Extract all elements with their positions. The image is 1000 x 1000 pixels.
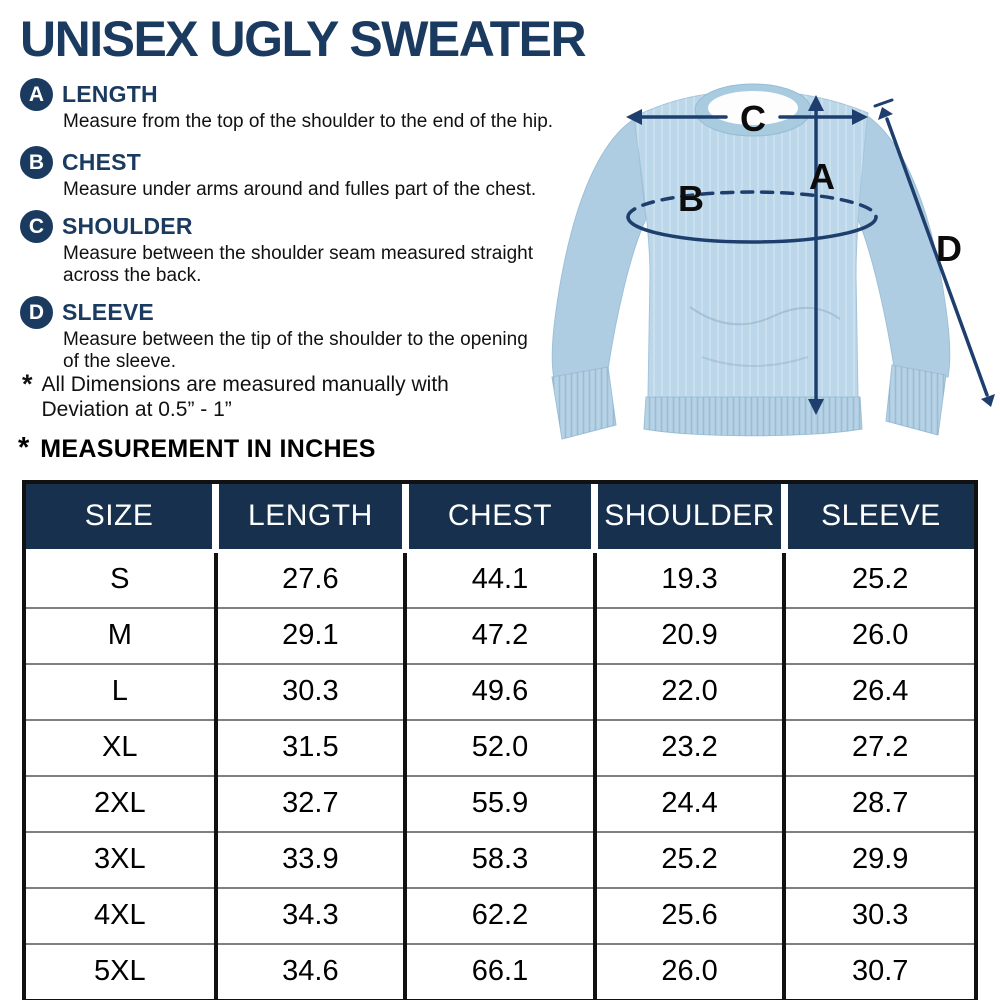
value-cell: 58.3	[403, 831, 595, 888]
value-cell: 25.2	[782, 550, 974, 608]
sweater-diagram: C A B D	[540, 55, 1000, 445]
value-cell: 24.4	[592, 775, 785, 832]
size-table-body: S 27.6 44.1 19.3 25.2 M 29.1 47.2 20.9 26.0 L 30.3 4…	[26, 550, 974, 999]
column-header-size: SIZE	[26, 484, 216, 553]
size-cell: 5XL	[26, 943, 216, 999]
measurement-def-chest: B CHEST Measure under arms around and full…	[20, 146, 565, 201]
value-cell: 34.3	[213, 887, 406, 944]
value-cell: 25.6	[592, 887, 785, 944]
value-cell: 34.6	[213, 943, 406, 999]
value-cell: 44.1	[403, 550, 595, 608]
size-cell: 3XL	[26, 831, 216, 888]
value-cell: 19.3	[592, 550, 785, 608]
asterisk: *	[22, 369, 33, 399]
value-cell: 23.2	[592, 719, 785, 776]
value-cell: 22.0	[592, 663, 785, 720]
value-cell: 26.0	[782, 607, 974, 664]
value-cell: 30.3	[213, 663, 406, 720]
letter-badge: B	[20, 146, 53, 179]
value-cell: 66.1	[403, 943, 595, 999]
size-cell: 4XL	[26, 887, 216, 944]
size-cell: 2XL	[26, 775, 216, 832]
measurement-label: LENGTH	[62, 81, 158, 107]
measurement-def-length: A LENGTH Measure from the top of the shoul…	[20, 78, 565, 133]
value-cell: 27.2	[782, 719, 974, 776]
value-cell: 52.0	[403, 719, 595, 776]
value-cell: 30.3	[782, 887, 974, 944]
measurement-description: Measure from the top of the shoulder to …	[63, 111, 554, 132]
measurement-label: CHEST	[62, 149, 141, 175]
column-header-shoulder: SHOULDER	[591, 484, 785, 553]
arrow-chest-b	[626, 190, 878, 244]
size-chart-table: SIZE LENGTH CHEST SHOULDER SLEEVE S 27.6 44.1 1…	[22, 480, 978, 1000]
table-row: 5XL 34.6 66.1 26.0 30.7	[26, 943, 974, 999]
value-cell: 26.0	[592, 943, 785, 999]
value-cell: 49.6	[403, 663, 595, 720]
sweater-collar	[694, 83, 812, 137]
table-row: 4XL 34.3 62.2 25.6 30.3	[26, 887, 974, 944]
note-line-1: All Dimensions are measured manually wit…	[41, 373, 449, 396]
sweater-body	[633, 90, 869, 437]
value-cell: 33.9	[213, 831, 406, 888]
measurement-def-shoulder: C SHOULDER Measure between the shoulder se…	[20, 210, 565, 287]
size-cell: L	[26, 663, 216, 720]
value-cell: 20.9	[592, 607, 785, 664]
table-row: XL 31.5 52.0 23.2 27.2	[26, 719, 974, 776]
column-header-sleeve: SLEEVE	[780, 484, 974, 553]
asterisk: *	[18, 432, 30, 464]
value-cell: 31.5	[213, 719, 406, 776]
note-line-2: Deviation at 0.5” - 1”	[41, 398, 232, 421]
arrow-sleeve-d	[873, 98, 995, 407]
value-cell: 47.2	[403, 607, 595, 664]
value-cell: 27.6	[213, 550, 406, 608]
sweater-svg: C A B D	[551, 83, 995, 440]
label-d: D	[936, 228, 962, 269]
table-heading-text: MEASUREMENT IN INCHES	[40, 435, 376, 463]
measurement-label: SHOULDER	[62, 213, 193, 239]
column-header-chest: CHEST	[401, 484, 595, 553]
measurement-description: Measure under arms around and fulles par…	[63, 179, 537, 200]
label-b: B	[678, 178, 704, 219]
deviation-note: * All Dimensions are measured manually w…	[22, 369, 449, 422]
column-header-length: LENGTH	[212, 484, 406, 553]
value-cell: 29.1	[213, 607, 406, 664]
size-cell: XL	[26, 719, 216, 776]
value-cell: 29.9	[782, 831, 974, 888]
sweater-sleeves	[551, 114, 951, 440]
label-c: C	[740, 98, 766, 139]
measurement-def-sleeve: D SLEEVE Measure between the tip of the sh…	[20, 296, 565, 373]
size-cell: S	[26, 550, 216, 608]
letter-badge: D	[20, 296, 53, 329]
value-cell: 30.7	[782, 943, 974, 999]
size-table-header-row: SIZE LENGTH CHEST SHOULDER SLEEVE	[26, 484, 974, 553]
measurement-description: Measure between the shoulder seam measur…	[63, 243, 533, 264]
value-cell: 32.7	[213, 775, 406, 832]
page-title: UNISEX UGLY SWEATER	[20, 11, 587, 67]
value-cell: 62.2	[403, 887, 595, 944]
label-a: A	[809, 156, 835, 197]
letter-badge: C	[20, 210, 53, 243]
table-row: S 27.6 44.1 19.3 25.2	[26, 550, 974, 608]
measurement-description: across the back.	[63, 265, 202, 286]
measurement-label: SLEEVE	[62, 299, 154, 325]
value-cell: 55.9	[403, 775, 595, 832]
table-row: L 30.3 49.6 22.0 26.4	[26, 663, 974, 720]
size-cell: M	[26, 607, 216, 664]
value-cell: 28.7	[782, 775, 974, 832]
value-cell: 25.2	[592, 831, 785, 888]
value-cell: 26.4	[782, 663, 974, 720]
table-row: 3XL 33.9 58.3 25.2 29.9	[26, 831, 974, 888]
measurement-arrows	[626, 95, 995, 415]
table-row: M 29.1 47.2 20.9 26.0	[26, 607, 974, 664]
diagram-letter-labels: C A B D	[678, 98, 962, 269]
arrow-length-a	[808, 95, 824, 415]
measurement-description: Measure between the tip of the shoulder …	[63, 329, 528, 350]
table-heading: * MEASUREMENT IN INCHES	[18, 434, 376, 464]
table-row: 2XL 32.7 55.9 24.4 28.7	[26, 775, 974, 832]
letter-badge: A	[20, 78, 53, 111]
measurement-description: of the sleeve.	[63, 351, 177, 372]
